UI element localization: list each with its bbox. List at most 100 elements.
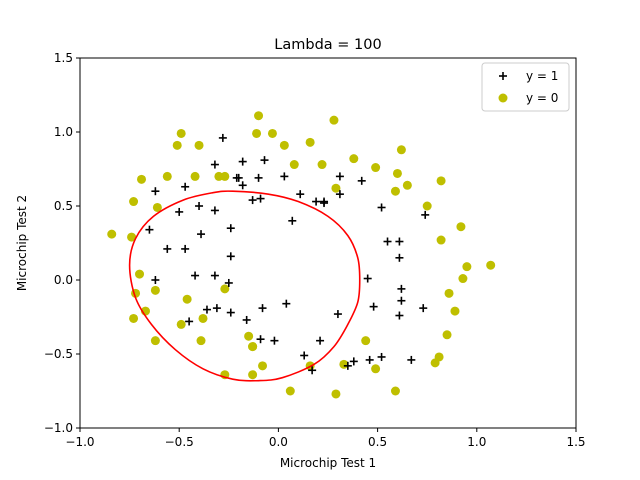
point-y1-32: [202, 305, 211, 314]
point-y1-62: [232, 173, 241, 182]
point-y0-36: [258, 361, 268, 371]
legend-marker-y0-icon: [498, 93, 508, 103]
point-y0-59: [248, 370, 258, 380]
x-axis-label: Microchip Test 1: [280, 456, 376, 470]
point-y1-31: [224, 278, 233, 287]
point-y1-56: [395, 253, 404, 262]
point-y0-9: [317, 160, 327, 170]
point-y1-25: [181, 244, 190, 253]
point-y1-2: [260, 156, 269, 165]
point-y1-9: [280, 172, 289, 181]
point-y0-19: [456, 222, 466, 232]
point-y0-57: [248, 342, 258, 352]
point-y0-6: [279, 140, 289, 150]
y-tick-label-3: 0.5: [54, 199, 73, 213]
point-y1-49: [407, 355, 416, 364]
point-y1-45: [343, 361, 352, 370]
point-y0-54: [152, 202, 162, 212]
marks-layer: [107, 111, 496, 399]
point-y1-47: [365, 355, 374, 364]
point-y1-15: [357, 176, 366, 185]
point-y0-33: [339, 359, 349, 369]
x-tick-label-0: −1.0: [65, 435, 94, 449]
point-y0-7: [289, 160, 299, 170]
point-y0-21: [462, 262, 472, 272]
point-y0-10: [329, 115, 339, 125]
y-tick-label-1: −0.5: [44, 347, 73, 361]
point-y1-53: [369, 302, 378, 311]
point-y0-53: [162, 171, 172, 181]
point-y0-25: [450, 306, 460, 316]
point-y0-29: [390, 386, 400, 396]
point-y1-16: [377, 203, 386, 212]
legend: y = 1 y = 0: [481, 62, 570, 112]
point-y1-58: [363, 274, 372, 283]
y-tick-label-5: 1.5: [54, 51, 73, 65]
point-y0-14: [396, 145, 406, 155]
point-y1-19: [210, 206, 219, 215]
point-y1-26: [163, 244, 172, 253]
point-y0-44: [150, 285, 160, 295]
point-y1-22: [226, 224, 235, 233]
legend-label-y0: y = 0: [526, 91, 558, 105]
point-y1-29: [191, 271, 200, 280]
point-y0-55: [190, 171, 200, 181]
point-y1-18: [256, 194, 265, 203]
decision-boundary: [128, 190, 361, 382]
point-y0-39: [220, 284, 230, 294]
point-y1-4: [181, 182, 190, 191]
point-y1-30: [210, 271, 219, 280]
point-y1-8: [254, 173, 263, 182]
point-y0-42: [176, 319, 186, 329]
point-y1-3: [210, 160, 219, 169]
point-y0-23: [458, 274, 468, 284]
point-y0-1: [176, 128, 186, 138]
point-y0-24: [444, 288, 454, 298]
point-y1-21: [195, 202, 204, 210]
point-y0-18: [436, 176, 446, 186]
point-y0-50: [107, 229, 117, 239]
point-y0-11: [349, 154, 359, 164]
point-y1-7: [238, 181, 247, 190]
point-y0-0: [172, 140, 182, 150]
point-y1-55: [383, 237, 392, 246]
point-y0-48: [127, 232, 137, 242]
x-tick-label-4: 1.0: [467, 435, 486, 449]
point-y1-33: [185, 317, 194, 326]
legend-plus: [499, 72, 507, 80]
point-y1-20: [175, 207, 184, 216]
point-y1-14: [335, 190, 344, 199]
point-y1-61: [320, 199, 329, 208]
point-y1-43: [308, 366, 317, 375]
point-y0-35: [285, 386, 295, 396]
legend-circle: [498, 93, 508, 103]
point-y1-11: [312, 197, 321, 206]
point-y0-28: [430, 358, 440, 368]
point-y0-15: [390, 186, 400, 196]
point-y1-39: [282, 299, 291, 308]
point-y1-24: [197, 230, 206, 239]
point-y1-41: [316, 336, 325, 345]
point-y0-46: [135, 269, 145, 279]
point-y0-22: [486, 260, 496, 270]
chart-title: Lambda = 100: [274, 37, 381, 53]
point-y0-45: [150, 336, 160, 346]
point-y1-34: [212, 304, 221, 313]
point-y1-52: [419, 304, 428, 313]
point-y0-38: [244, 331, 254, 341]
plot-frame: [79, 57, 577, 429]
point-y0-20: [436, 235, 446, 245]
point-y0-32: [331, 389, 341, 399]
point-y0-43: [182, 294, 192, 304]
y-axis-label: Microchip Test 2: [15, 195, 29, 291]
point-y1-10: [296, 190, 305, 199]
point-y1-0: [218, 133, 227, 142]
point-y0-52: [137, 174, 147, 184]
point-y1-40: [270, 336, 279, 345]
legend-marker-y1-icon: [499, 72, 507, 80]
point-y1-48: [377, 352, 386, 361]
point-y0-5: [267, 128, 277, 138]
y-tick-label-4: 1.0: [54, 125, 73, 139]
point-y1-36: [242, 315, 251, 324]
point-y1-60: [288, 216, 297, 225]
